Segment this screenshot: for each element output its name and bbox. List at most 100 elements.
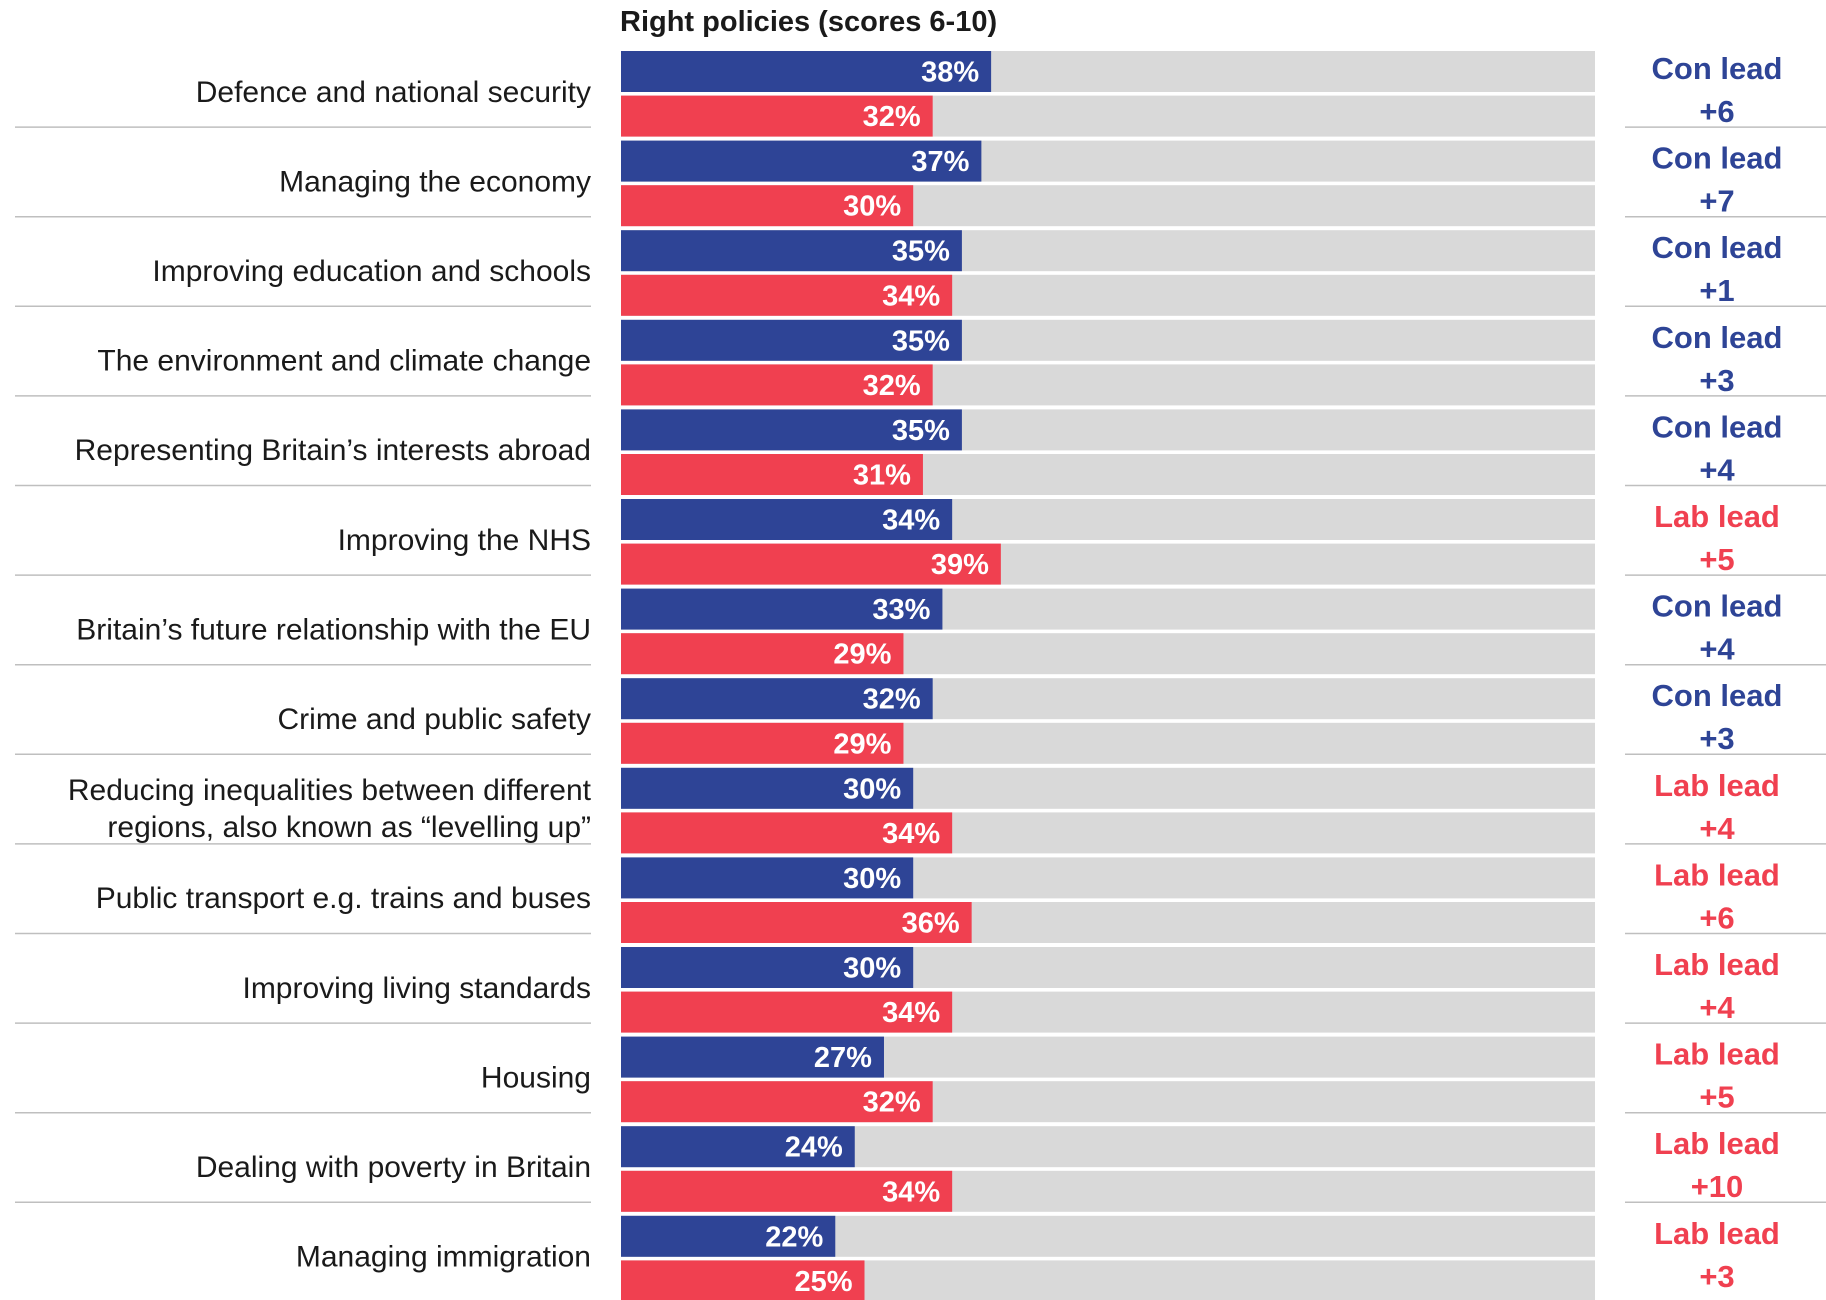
bar	[621, 1260, 865, 1300]
category-label: Crime and public safety	[278, 703, 591, 736]
bar	[621, 1081, 933, 1123]
lead-party-label: Lab lead	[1654, 857, 1780, 892]
bar	[621, 947, 914, 988]
lead-party-label: Con lead	[1652, 409, 1783, 444]
bar	[621, 633, 904, 675]
data-label: 35%	[892, 325, 950, 357]
lead-party-label: Con lead	[1652, 678, 1783, 713]
category-label: Reducing inequalities between different	[68, 774, 592, 807]
data-label: 32%	[863, 101, 921, 133]
data-label: 30%	[843, 863, 901, 895]
data-label: 24%	[785, 1132, 843, 1164]
bar	[621, 274, 953, 316]
bar	[621, 1215, 836, 1257]
data-label: 35%	[892, 415, 950, 447]
data-label: 30%	[843, 953, 901, 985]
bar	[621, 1126, 855, 1168]
data-label: 37%	[911, 146, 969, 178]
bar	[621, 857, 914, 899]
category-label: Dealing with poverty in Britain	[196, 1151, 591, 1184]
lead-value-label: +5	[1699, 542, 1734, 577]
data-label: 38%	[921, 57, 979, 89]
bar	[621, 51, 992, 92]
data-label: 34%	[882, 1176, 940, 1208]
lead-value-label: +5	[1699, 1080, 1734, 1115]
category-label: Managing immigration	[296, 1241, 591, 1274]
bar	[621, 95, 933, 137]
bar	[621, 185, 914, 227]
bar	[621, 678, 933, 720]
bar	[621, 991, 953, 1033]
lead-value-label: +1	[1699, 273, 1734, 308]
lead-party-label: Lab lead	[1654, 768, 1780, 803]
lead-value-label: +4	[1699, 632, 1735, 667]
bar	[621, 140, 982, 182]
data-label: 32%	[863, 370, 921, 402]
bar	[621, 1170, 953, 1212]
bar	[621, 409, 962, 451]
data-label: 22%	[765, 1221, 823, 1253]
lead-party-label: Con lead	[1652, 230, 1783, 265]
data-label: 25%	[794, 1266, 852, 1298]
category-label: Improving the NHS	[338, 524, 591, 557]
data-label: 32%	[863, 684, 921, 716]
lead-party-label: Con lead	[1652, 589, 1783, 624]
lead-party-label: Con lead	[1652, 141, 1783, 176]
data-label: 29%	[833, 639, 891, 671]
lead-value-label: +7	[1699, 184, 1734, 219]
bar	[621, 767, 914, 809]
data-label: 36%	[902, 908, 960, 940]
lead-value-label: +4	[1699, 452, 1735, 487]
lead-value-label: +10	[1691, 1169, 1744, 1204]
data-label: 34%	[882, 997, 940, 1029]
lead-value-label: +4	[1699, 811, 1735, 846]
data-label: 27%	[814, 1042, 872, 1074]
lead-party-label: Lab lead	[1654, 1126, 1780, 1161]
lead-value-label: +3	[1699, 363, 1734, 398]
bar	[621, 543, 1001, 585]
lead-value-label: +6	[1699, 900, 1734, 935]
lead-party-label: Con lead	[1652, 51, 1783, 86]
lead-party-label: Lab lead	[1654, 1037, 1780, 1072]
bar	[621, 319, 962, 361]
data-label: 30%	[843, 191, 901, 223]
bar	[621, 1036, 884, 1078]
data-label: 33%	[872, 594, 930, 626]
bar	[621, 499, 953, 540]
category-label: Britain’s future relationship with the E…	[76, 613, 591, 646]
data-label: 29%	[833, 728, 891, 760]
data-label: 39%	[931, 549, 989, 581]
category-label: Defence and national security	[196, 76, 591, 109]
lead-value-label: +4	[1699, 990, 1735, 1025]
bar	[621, 902, 972, 943]
data-label: 34%	[882, 818, 940, 850]
category-label: Public transport e.g. trains and buses	[96, 882, 591, 915]
bar	[621, 364, 933, 406]
data-label: 34%	[882, 505, 940, 537]
category-label: Managing the economy	[279, 165, 591, 198]
data-label: 32%	[863, 1087, 921, 1119]
data-label: 31%	[853, 460, 911, 492]
data-label: 34%	[882, 280, 940, 312]
lead-party-label: Con lead	[1652, 320, 1783, 355]
lead-party-label: Lab lead	[1654, 947, 1780, 982]
data-label: 30%	[843, 773, 901, 805]
chart-title: Right policies (scores 6-10)	[620, 6, 998, 38]
bar	[621, 230, 962, 272]
category-label: Representing Britain’s interests abroad	[75, 434, 591, 467]
lead-value-label: +6	[1699, 94, 1734, 129]
bar	[621, 454, 923, 495]
bar	[621, 588, 943, 630]
bar	[621, 812, 953, 854]
category-label: regions, also known as “levelling up”	[107, 811, 591, 844]
category-label: Improving education and schools	[152, 255, 591, 288]
category-label: Housing	[481, 1061, 591, 1094]
data-label: 35%	[892, 236, 950, 268]
bar	[621, 722, 904, 764]
lead-value-label: +3	[1699, 721, 1734, 756]
lead-party-label: Lab lead	[1654, 1216, 1780, 1251]
category-label: The environment and climate change	[97, 345, 591, 378]
lead-party-label: Lab lead	[1654, 499, 1780, 534]
lead-value-label: +3	[1699, 1259, 1734, 1294]
